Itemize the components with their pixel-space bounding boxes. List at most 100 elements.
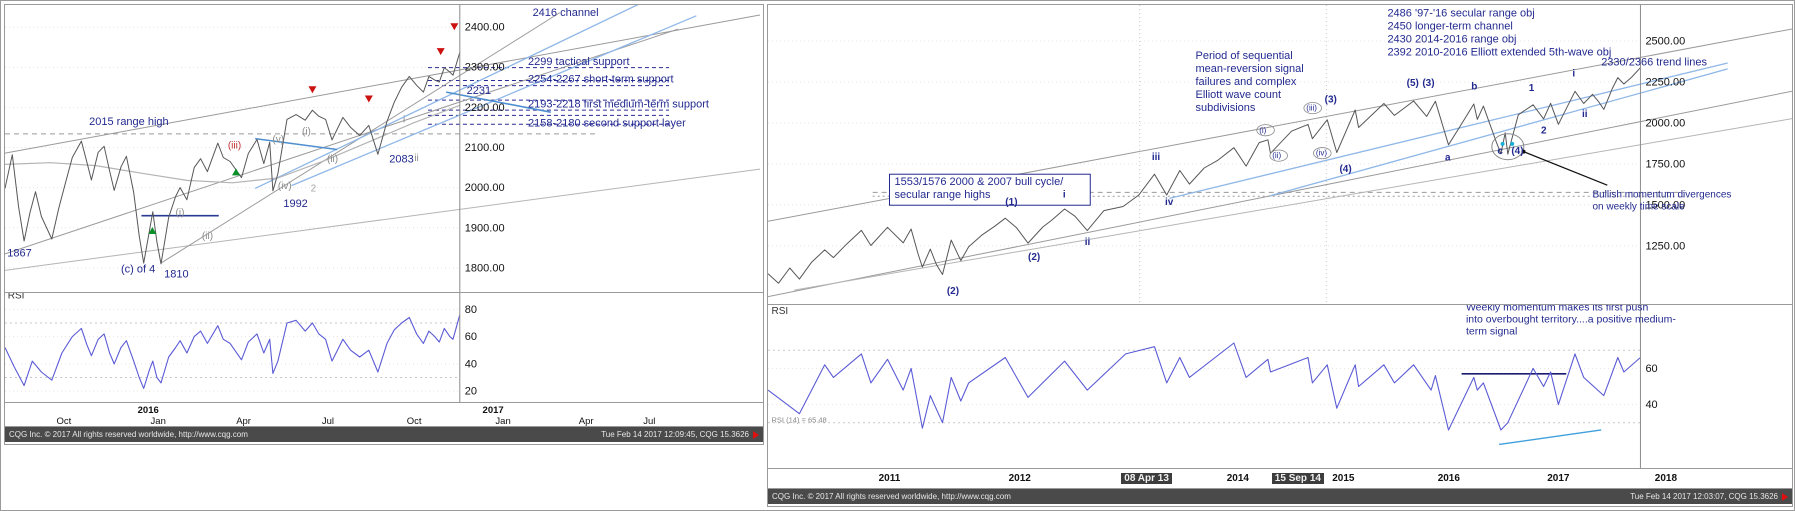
svg-text:1800.00: 1800.00: [465, 262, 505, 274]
sp500-daily-price-plot: 2400.00 2300.00 2200.00 2100.00 2000.00 1900.…: [5, 5, 761, 292]
svg-text:2: 2: [311, 184, 317, 195]
svg-text:1500.00: 1500.00: [1645, 199, 1685, 211]
date-label: Jan: [150, 416, 166, 427]
date-marker[interactable]: 08 Apr 13: [1121, 473, 1172, 484]
weekly-price-panel[interactable]: 2500.00 2250.00 2000.00 1750.00 1500.00 1250.…: [768, 5, 1792, 305]
svg-text:Period of sequential: Period of sequential: [1195, 50, 1292, 62]
svg-text:(i): (i): [302, 127, 311, 138]
status-bar: CQG Inc. © 2017 All rights reserved worl…: [5, 427, 763, 442]
date-label: 2016: [137, 405, 159, 416]
weekly-rsi-panel[interactable]: 60 40 RSI Weekly momentum makes its first p…: [768, 305, 1792, 469]
svg-text:1553/1576 2000 & 2007 bull cyc: 1553/1576 2000 & 2007 bull cycle/: [895, 176, 1065, 188]
svg-text:2000.00: 2000.00: [465, 182, 505, 194]
svg-text:a: a: [1445, 153, 1451, 164]
svg-text:failures and complex: failures and complex: [1195, 76, 1296, 88]
svg-text:iii: iii: [1152, 152, 1161, 163]
date-label: 2014: [1226, 473, 1249, 484]
daily-rsi-panel[interactable]: 80 60 40 20 RSI: [5, 293, 763, 403]
date-label: 2012: [1008, 473, 1031, 484]
svg-text:2000.00: 2000.00: [1645, 117, 1685, 129]
svg-text:(4): (4): [1339, 164, 1351, 175]
date-label: Apr: [236, 416, 251, 427]
svg-text:i: i: [1063, 190, 1066, 201]
svg-text:1992: 1992: [283, 198, 307, 210]
svg-text:(2): (2): [1028, 252, 1040, 263]
sp500-daily-rsi-plot: 80 60 40 20 RSI: [5, 293, 477, 402]
svg-text:1867: 1867: [7, 248, 31, 260]
date-label: 2011: [878, 473, 901, 484]
date-label: Oct: [406, 416, 422, 427]
svg-text:RSI (14) = 65.48: RSI (14) = 65.48: [771, 416, 826, 425]
svg-text:2100.00: 2100.00: [465, 142, 505, 154]
svg-text:(iv): (iv): [278, 181, 292, 192]
chart-window-daily: 2400.00 2300.00 2200.00 2100.00 2000.00 1900.…: [4, 4, 764, 445]
svg-text:1: 1: [1529, 83, 1535, 94]
svg-text:2158-2180 second support layer: 2158-2180 second support layer: [528, 118, 686, 130]
timestamp-text: Tue Feb 14 2017 12:09:45, CQG 15.3626: [601, 430, 749, 439]
svg-text:2450 longer-term channel: 2450 longer-term channel: [1387, 20, 1512, 32]
date-marker[interactable]: 15 Sep 14: [1271, 473, 1324, 484]
svg-text:1900.00: 1900.00: [465, 222, 505, 234]
svg-text:(3): (3): [1325, 94, 1337, 105]
sp500-weekly-price-plot: 2500.00 2250.00 2000.00 1750.00 1500.00 1250.…: [768, 5, 1792, 304]
svg-text:(5): (5): [1407, 78, 1419, 89]
svg-text:(3): (3): [1422, 78, 1434, 89]
svg-text:(iii): (iii): [228, 140, 241, 151]
svg-text:20: 20: [465, 386, 477, 398]
daily-date-axis[interactable]: Oct 2016 Jan Apr Jul Oct 2017 Jan Apr Jul: [5, 403, 763, 427]
scroll-latest-icon[interactable]: [1782, 492, 1788, 501]
svg-text:2500.00: 2500.00: [1645, 36, 1685, 48]
svg-text:60: 60: [1645, 363, 1657, 375]
svg-text:(4): (4): [1511, 146, 1523, 157]
chart-window-weekly: 2500.00 2250.00 2000.00 1750.00 1500.00 1250.…: [767, 4, 1793, 507]
svg-text:ii: ii: [414, 153, 418, 164]
scroll-latest-icon[interactable]: [753, 430, 759, 439]
svg-text:mean-reversion signal: mean-reversion signal: [1195, 63, 1303, 75]
date-label: 2017: [1547, 473, 1570, 484]
svg-text:secular range highs: secular range highs: [895, 189, 992, 201]
svg-text:Elliott wave count: Elliott wave count: [1195, 89, 1281, 101]
svg-text:80: 80: [465, 304, 477, 316]
svg-text:ii: ii: [1085, 237, 1091, 248]
svg-text:2430 2014-2016 range obj: 2430 2014-2016 range obj: [1387, 33, 1516, 45]
date-label: Jul: [643, 416, 656, 427]
copyright-text: CQG Inc. © 2017 All rights reserved worl…: [772, 492, 1011, 501]
svg-text:2300.00: 2300.00: [465, 62, 505, 74]
svg-text:i: i: [403, 115, 405, 126]
svg-text:(c) of 4: (c) of 4: [121, 264, 155, 276]
svg-text:(ii): (ii): [327, 154, 338, 165]
svg-text:(2): (2): [947, 286, 959, 297]
svg-text:2: 2: [1541, 126, 1547, 137]
svg-text:2486 '97-'16 secular range obj: 2486 '97-'16 secular range obj: [1387, 7, 1534, 19]
svg-text:ii: ii: [1582, 109, 1588, 120]
date-label: Oct: [56, 416, 72, 427]
date-label: 2018: [1654, 473, 1678, 484]
svg-text:(i): (i): [176, 208, 185, 219]
date-label: 2015: [1332, 473, 1355, 484]
svg-text:2231: 2231: [467, 85, 491, 97]
svg-text:(i): (i): [1259, 126, 1266, 135]
svg-text:2193-2218 first medium-term su: 2193-2218 first medium-term support: [528, 98, 709, 110]
svg-text:iv: iv: [1165, 197, 1174, 208]
svg-text:term signal: term signal: [1466, 325, 1517, 337]
date-label: 2017: [482, 405, 504, 416]
date-label: Apr: [578, 416, 594, 427]
svg-text:2200.00: 2200.00: [465, 102, 505, 114]
svg-text:i: i: [1572, 68, 1575, 79]
daily-price-panel[interactable]: 2400.00 2300.00 2200.00 2100.00 2000.00 1900.…: [5, 5, 763, 293]
svg-text:2083: 2083: [389, 154, 413, 166]
svg-text:40: 40: [1645, 399, 1657, 411]
svg-text:2392 2010-2016 Elliott extende: 2392 2010-2016 Elliott extended 5th-wave…: [1387, 46, 1611, 58]
svg-text:2299 tactical support: 2299 tactical support: [528, 56, 630, 68]
svg-text:subdivisions: subdivisions: [1195, 102, 1255, 114]
svg-text:1250.00: 1250.00: [1645, 240, 1685, 252]
svg-text:(v): (v): [272, 135, 284, 146]
svg-text:RSI: RSI: [771, 306, 788, 317]
svg-text:RSI: RSI: [8, 293, 25, 301]
timestamp-text: Tue Feb 14 2017 12:03:07, CQG 15.3626: [1630, 492, 1778, 501]
weekly-date-axis[interactable]: 2011 2012 08 Apr 13 2014 15 Sep 14 2015 2016 20…: [768, 469, 1792, 489]
sp500-weekly-rsi-plot: 60 40 RSI Weekly momentum makes its first p…: [768, 305, 1676, 468]
date-label: Jul: [321, 416, 334, 427]
svg-text:1750.00: 1750.00: [1645, 158, 1685, 170]
